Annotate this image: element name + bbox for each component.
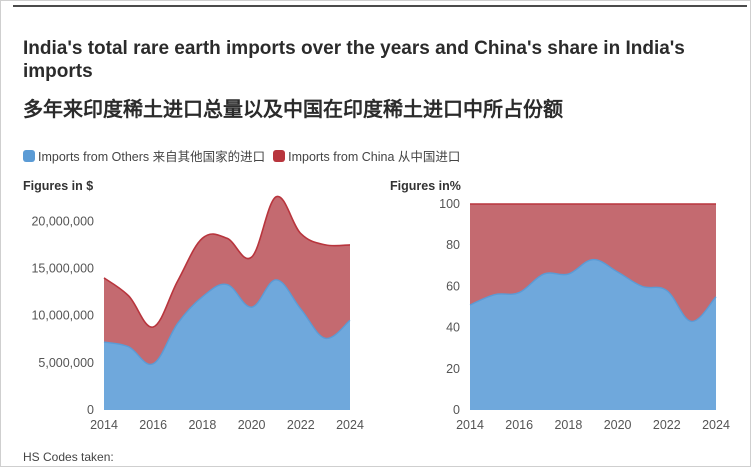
legend: Imports from Others 来自其他国家的进口 Imports fr… — [23, 146, 468, 165]
area-others — [104, 279, 350, 410]
x-tick-label: 2014 — [90, 418, 118, 432]
left-panel-label: Figures in $ — [23, 179, 94, 193]
x-tick-label: 2020 — [604, 418, 632, 432]
x-tick-label: 2020 — [238, 418, 266, 432]
legend-swatch-china — [273, 149, 286, 162]
y-tick-label: 80 — [446, 238, 460, 252]
x-tick-label: 2018 — [554, 418, 582, 432]
x-tick-label: 2024 — [702, 418, 730, 432]
y-tick-label: 60 — [446, 279, 460, 293]
y-tick-label: 100 — [439, 197, 460, 211]
y-tick-label: 20 — [446, 362, 460, 376]
right-panel-label: Figures in% — [390, 179, 461, 193]
y-tick-label: 5,000,000 — [38, 356, 94, 370]
top-rule — [13, 5, 747, 7]
line-others — [469, 258, 717, 323]
y-tick-label: 0 — [453, 403, 460, 417]
legend-label-china: Imports from China 从中国进口 — [288, 150, 461, 164]
y-tick-label: 0 — [87, 403, 94, 417]
y-tick-label: 10,000,000 — [31, 309, 94, 323]
x-tick-label: 2022 — [653, 418, 681, 432]
x-tick-label: 2014 — [456, 418, 484, 432]
footer-note: HS Codes taken: — [23, 450, 114, 464]
chart-title: India's total rare earth imports over th… — [23, 38, 685, 82]
line-china — [103, 195, 351, 328]
x-tick-label: 2024 — [336, 418, 364, 432]
legend-item-others: Imports from Others 来自其他国家的进口 — [23, 146, 265, 165]
y-tick-label: 20,000,000 — [31, 214, 94, 228]
chart-subtitle: 多年来印度稀土进口总量以及中国在印度稀土进口中所占份额 — [23, 97, 563, 121]
y-tick-label: 15,000,000 — [31, 261, 94, 275]
x-tick-label: 2022 — [287, 418, 315, 432]
y-tick-label: 40 — [446, 321, 460, 335]
legend-item-china: Imports from China 从中国进口 — [273, 146, 460, 165]
x-tick-label: 2018 — [188, 418, 216, 432]
x-tick-label: 2016 — [139, 418, 167, 432]
chart-panel-0: 0 5,000,000 10,000,000 15,000,000 20,000,000… — [31, 195, 364, 432]
area-others — [470, 259, 716, 410]
line-others — [103, 279, 351, 366]
legend-swatch-others — [23, 149, 35, 162]
legend-label-others: Imports from Others 来自其他国家的进口 — [38, 150, 266, 164]
chart-panel-1: 0 20 40 60 80 100 2014 2016 2018 2020 2022 2024 — [439, 197, 730, 432]
x-tick-label: 2016 — [505, 418, 533, 432]
